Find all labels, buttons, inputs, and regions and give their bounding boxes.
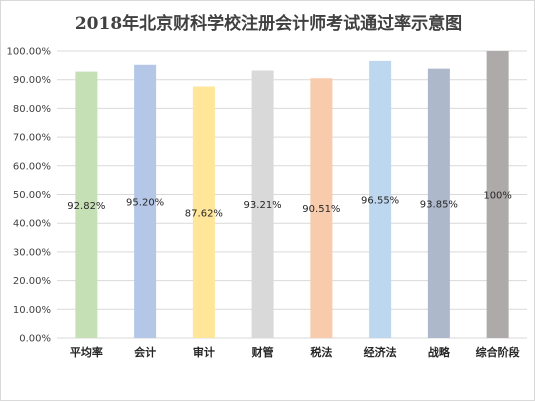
y-tick-label: 10.00% bbox=[13, 305, 51, 316]
y-tick-label: 80.00% bbox=[13, 104, 51, 115]
data-label: 87.62% bbox=[185, 208, 223, 219]
data-label: 90.51% bbox=[302, 204, 340, 215]
bar bbox=[251, 70, 274, 338]
x-category-label: 平均率 bbox=[70, 345, 103, 359]
data-labels: 92.82% 95.20% 87.62% 93.21% 90.51% 96.55% 93.8… bbox=[67, 191, 512, 220]
bar bbox=[486, 51, 509, 338]
x-category-label: 审计 bbox=[193, 345, 215, 359]
y-tick-label: 60.00% bbox=[13, 161, 51, 172]
x-category-label: 战略 bbox=[428, 345, 451, 359]
bar bbox=[310, 78, 333, 338]
x-category-label: 税法 bbox=[310, 345, 332, 359]
data-label: 93.21% bbox=[244, 200, 282, 211]
bar bbox=[192, 86, 215, 338]
bar bbox=[369, 60, 392, 339]
y-tick-label: 30.00% bbox=[13, 247, 51, 258]
data-label: 92.82% bbox=[67, 201, 105, 212]
y-tick-label: 40.00% bbox=[13, 219, 51, 230]
y-tick-label: 20.00% bbox=[13, 276, 51, 287]
data-label: 93.85% bbox=[420, 199, 458, 210]
data-label: 96.55% bbox=[361, 195, 399, 206]
gridlines bbox=[57, 50, 527, 339]
data-label: 100% bbox=[483, 191, 512, 202]
x-category-label: 综合阶段 bbox=[476, 345, 520, 359]
x-axis-categories: 平均率 会计 审计 财管 税法 经济法 战略 综合阶段 bbox=[70, 345, 520, 359]
y-tick-label: 70.00% bbox=[13, 133, 51, 144]
data-label: 95.20% bbox=[126, 197, 164, 208]
x-category-label: 财管 bbox=[251, 345, 274, 359]
bar bbox=[427, 68, 450, 338]
x-category-label: 经济法 bbox=[364, 345, 397, 359]
bar bbox=[134, 64, 157, 338]
bar bbox=[75, 71, 98, 338]
x-category-label: 会计 bbox=[134, 345, 156, 359]
y-tick-label: 0.00% bbox=[19, 334, 51, 345]
y-tick-label: 90.00% bbox=[13, 75, 51, 86]
y-axis-ticks: 0.00% 10.00% 20.00% 30.00% 40.00% 50.00% 60.00… bbox=[7, 47, 52, 345]
chart-title: 2018年北京财科学校注册会计师考试通过率示意图 bbox=[74, 14, 463, 34]
y-tick-label: 50.00% bbox=[13, 190, 51, 201]
bars bbox=[75, 51, 509, 339]
y-tick-label: 100.00% bbox=[7, 47, 52, 58]
